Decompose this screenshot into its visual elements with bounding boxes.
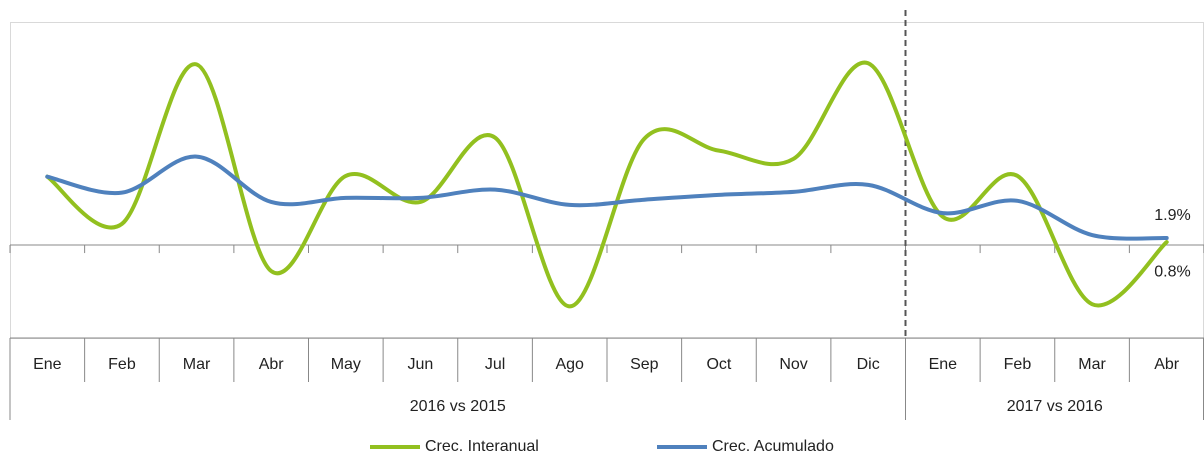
x-tick-label: Jun <box>408 356 434 373</box>
x-tick-label: Jul <box>485 356 505 373</box>
x-tick-label: Ene <box>33 356 62 373</box>
x-tick-label: Mar <box>183 356 211 373</box>
series-line <box>45 60 1169 309</box>
x-tick-label: Dic <box>857 356 880 373</box>
group-label: 2016 vs 2015 <box>410 398 506 415</box>
legend-label: Crec. Acumulado <box>712 438 834 455</box>
x-tick-label: Mar <box>1078 356 1106 373</box>
x-tick-label: Ene <box>929 356 958 373</box>
x-tick-label: Abr <box>1154 356 1180 373</box>
x-tick-label: Sep <box>630 356 659 373</box>
group-label: 2017 vs 2016 <box>1007 398 1103 415</box>
legend-label: Crec. Interanual <box>425 438 539 455</box>
x-tick-label: May <box>331 356 361 373</box>
data-label: 0.8% <box>1154 263 1190 280</box>
x-tick-label: Feb <box>1004 356 1032 373</box>
data-label: 1.9% <box>1154 207 1190 224</box>
series-line <box>45 154 1169 241</box>
x-tick-label: Ago <box>555 356 584 373</box>
x-tick-label: Nov <box>779 356 807 373</box>
x-tick-label: Abr <box>259 356 285 373</box>
x-tick-label: Feb <box>108 356 136 373</box>
x-tick-label: Oct <box>706 356 731 373</box>
